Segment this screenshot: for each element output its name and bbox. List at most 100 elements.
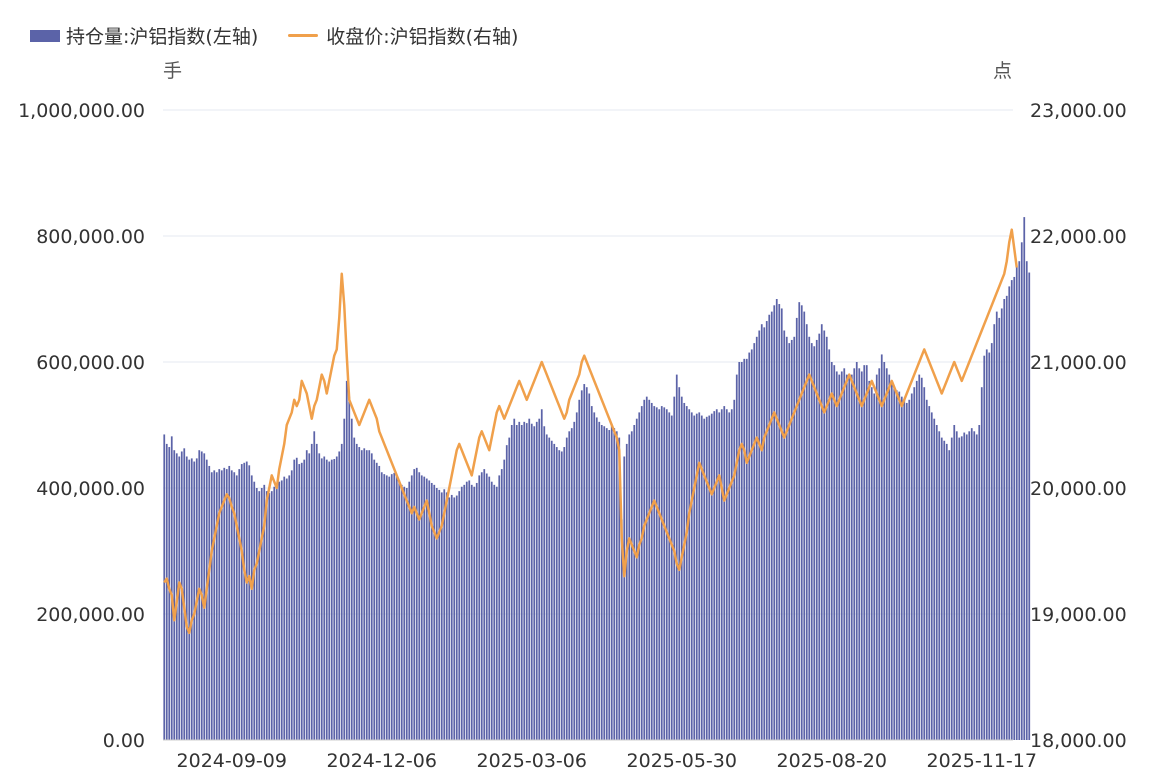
open-interest-bar bbox=[903, 399, 906, 740]
open-interest-bar bbox=[440, 492, 443, 740]
open-interest-bar bbox=[230, 470, 233, 740]
open-interest-bar bbox=[720, 409, 723, 740]
open-interest-bar bbox=[878, 368, 881, 740]
open-interest-bar bbox=[220, 470, 223, 740]
open-interest-bar bbox=[403, 486, 406, 740]
open-interest-bar bbox=[855, 362, 858, 740]
open-interest-bar bbox=[790, 339, 793, 740]
open-interest-bar bbox=[925, 399, 928, 740]
open-interest-bar bbox=[273, 486, 276, 740]
open-interest-bar bbox=[458, 491, 461, 740]
open-interest-bar bbox=[313, 431, 316, 740]
open-interest-bar bbox=[1025, 261, 1028, 740]
open-interest-bar bbox=[360, 450, 363, 740]
open-interest-bar bbox=[325, 459, 328, 740]
right-tick-label: 22,000.00 bbox=[1030, 226, 1127, 248]
open-interest-bar bbox=[353, 437, 356, 740]
open-interest-bar bbox=[465, 481, 468, 740]
open-interest-bar bbox=[328, 461, 331, 740]
open-interest-bar bbox=[548, 437, 551, 740]
left-tick-label: 1,000,000.00 bbox=[18, 100, 145, 122]
open-interest-bar bbox=[398, 480, 401, 740]
open-interest-bar bbox=[858, 368, 861, 740]
open-interest-bar bbox=[1008, 286, 1011, 740]
open-interest-bar bbox=[728, 412, 731, 740]
open-interest-bar bbox=[245, 461, 248, 740]
open-interest-bar bbox=[1018, 261, 1021, 740]
left-tick-label: 0.00 bbox=[103, 730, 145, 752]
open-interest-bar bbox=[613, 428, 616, 740]
open-interest-bar bbox=[770, 311, 773, 740]
open-interest-bar bbox=[983, 355, 986, 740]
open-interest-bar bbox=[448, 497, 451, 740]
open-interest-bar bbox=[283, 476, 286, 740]
open-interest-bar bbox=[808, 336, 811, 740]
open-interest-bar bbox=[1013, 276, 1016, 740]
open-interest-bar bbox=[980, 387, 983, 740]
open-interest-bar bbox=[900, 396, 903, 740]
open-interest-bar bbox=[928, 406, 931, 740]
open-interest-bar bbox=[235, 475, 238, 740]
open-interest-bar bbox=[880, 354, 883, 740]
right-axis-unit: 点 bbox=[993, 60, 1013, 82]
open-interest-bar bbox=[343, 418, 346, 740]
open-interest-bar bbox=[565, 437, 568, 740]
open-interest-bar bbox=[658, 409, 661, 740]
open-interest-bar bbox=[538, 418, 541, 740]
open-interest-bar bbox=[298, 464, 301, 740]
open-interest-bar bbox=[913, 387, 916, 740]
open-interest-bar bbox=[355, 443, 358, 740]
open-interest-bar bbox=[333, 459, 336, 740]
open-interest-bar bbox=[303, 459, 306, 740]
open-interest-bar bbox=[700, 415, 703, 740]
open-interest-bar bbox=[958, 437, 961, 740]
open-interest-bar bbox=[215, 472, 218, 740]
open-interest-bar bbox=[998, 317, 1001, 740]
open-interest-bar bbox=[935, 425, 938, 740]
open-interest-bar bbox=[358, 447, 361, 740]
open-interest-bar bbox=[835, 371, 838, 740]
open-interest-bar bbox=[795, 317, 798, 740]
open-interest-bar bbox=[960, 436, 963, 740]
open-interest-bar bbox=[223, 467, 226, 740]
open-interest-bar bbox=[513, 418, 516, 740]
open-interest-bar bbox=[203, 453, 206, 740]
open-interest-bar bbox=[690, 412, 693, 740]
open-interest-bar bbox=[713, 411, 716, 740]
open-interest-bar bbox=[263, 484, 266, 740]
open-interest-bar bbox=[518, 421, 521, 740]
open-interest-bar bbox=[660, 406, 663, 740]
open-interest-bar bbox=[823, 330, 826, 740]
open-interest-bar bbox=[705, 416, 708, 740]
open-interest-bar bbox=[445, 492, 448, 740]
open-interest-bar bbox=[965, 434, 968, 740]
open-interest-bar bbox=[605, 428, 608, 740]
open-interest-bar bbox=[905, 402, 908, 740]
open-interest-bar bbox=[953, 425, 956, 740]
open-interest-bar bbox=[793, 336, 796, 740]
open-interest-bar bbox=[703, 418, 706, 740]
open-interest-bar bbox=[258, 491, 261, 740]
open-interest-bar bbox=[963, 432, 966, 740]
open-interest-bar bbox=[300, 462, 303, 740]
open-interest-bar bbox=[948, 450, 951, 740]
open-interest-bar bbox=[408, 481, 411, 740]
legend-label-close-price: 收盘价:沪铝指数(右轴) bbox=[326, 26, 519, 48]
open-interest-bar bbox=[710, 413, 713, 740]
open-interest-bar bbox=[695, 413, 698, 740]
right-tick-label: 19,000.00 bbox=[1030, 604, 1127, 626]
open-interest-bar bbox=[268, 493, 271, 740]
legend-item-open-interest[interactable]: 持仓量:沪铝指数(左轴) bbox=[30, 22, 258, 49]
open-interest-bar bbox=[295, 457, 298, 740]
x-tick-label: 2025-05-30 bbox=[627, 750, 737, 772]
open-interest-bar bbox=[450, 494, 453, 740]
legend-item-close-price[interactable]: 收盘价:沪铝指数(右轴) bbox=[288, 22, 518, 49]
open-interest-bar bbox=[490, 481, 493, 740]
open-interest-bar bbox=[385, 475, 388, 740]
x-tick-label: 2024-12-06 bbox=[327, 750, 437, 772]
open-interest-bar bbox=[515, 425, 518, 740]
open-interest-bar bbox=[443, 489, 446, 740]
open-interest-bar bbox=[665, 409, 668, 740]
open-interest-bar bbox=[545, 434, 548, 740]
